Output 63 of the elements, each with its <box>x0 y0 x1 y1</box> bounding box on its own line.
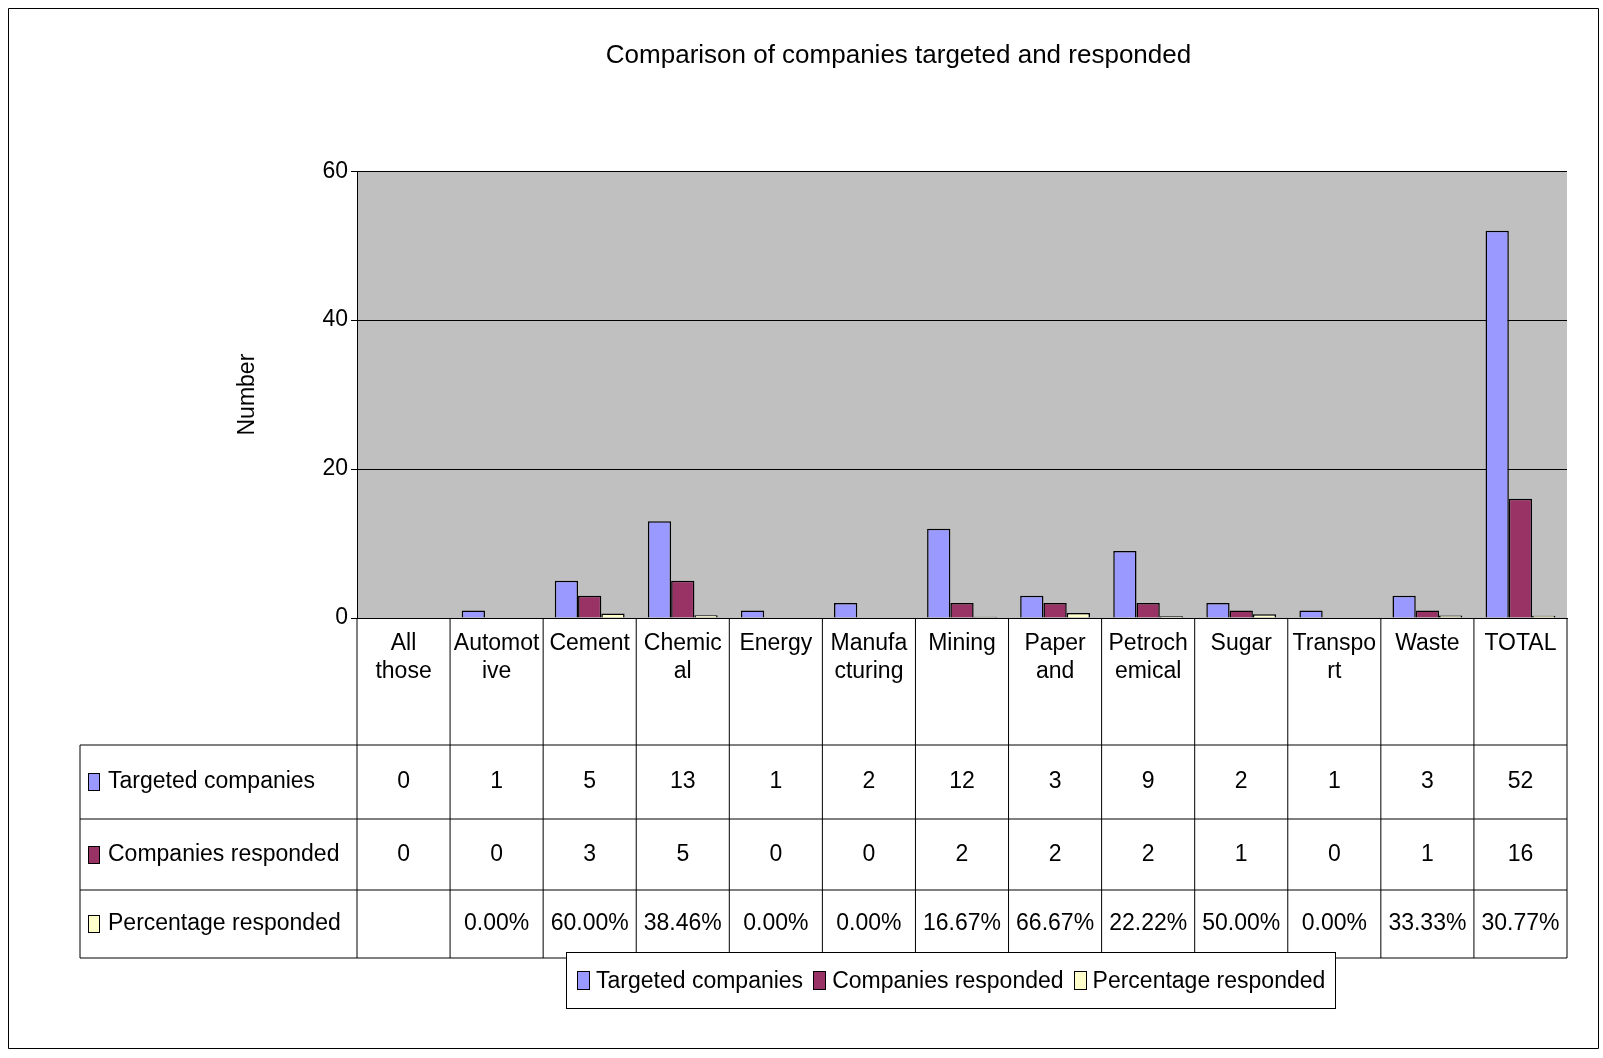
legend-label: Companies responded <box>108 839 340 866</box>
data-label: 0.00% <box>836 909 902 936</box>
data-label: 30.77% <box>1481 909 1560 936</box>
text: Companies responded <box>832 967 1064 993</box>
x-tick-label: Automotive <box>453 629 541 683</box>
y-tick-label: 0 <box>335 603 348 630</box>
data-label: 0.00% <box>464 909 530 936</box>
data-label: 2 <box>1048 839 1062 866</box>
data-label: 38.46% <box>643 909 722 936</box>
data-label: 0 <box>397 839 410 866</box>
data-label: 13 <box>669 767 696 794</box>
x-tick-label: Waste <box>1395 629 1460 656</box>
y-axis-title: Number <box>233 353 260 436</box>
data-label: 1 <box>1327 767 1341 794</box>
data-label: 1 <box>1234 839 1248 866</box>
x-tick-label: Cement <box>549 629 631 656</box>
x-tick-label: Sugar <box>1210 629 1273 656</box>
data-label: 0 <box>397 767 410 794</box>
data-label: 60.00% <box>550 909 629 936</box>
data-label: 0 <box>1327 839 1341 866</box>
data-label: 0 <box>490 839 504 866</box>
data-label: 5 <box>583 767 597 794</box>
data-label: 66.67% <box>1016 909 1095 936</box>
x-tick-label: Chemical <box>643 629 722 683</box>
x-tick-label: Petrochemical <box>1108 629 1188 683</box>
data-label: 2 <box>862 767 876 794</box>
text: Percentage responded <box>108 909 341 936</box>
data-label: 5 <box>676 839 690 866</box>
x-tick-label: All those <box>375 629 432 683</box>
data-label: 2 <box>955 839 969 866</box>
data-label: 1 <box>490 767 504 794</box>
x-tick-label: Transport <box>1292 629 1377 683</box>
x-tick-label: Paper and <box>1024 629 1087 683</box>
data-label: 3 <box>1048 767 1062 794</box>
x-tick-label: TOTAL <box>1484 629 1557 656</box>
data-label: 0 <box>862 839 876 866</box>
data-label: 52 <box>1507 767 1534 794</box>
x-tick-label: Mining <box>928 629 996 656</box>
data-label: 0 <box>769 839 783 866</box>
x-tick-label: Manufacturing <box>830 629 908 683</box>
data-label: 16 <box>1507 839 1534 866</box>
data-label: 2 <box>1234 767 1248 794</box>
data-label: 3 <box>1420 767 1434 794</box>
y-tick-label: 20 <box>322 454 348 481</box>
data-label: 1 <box>1420 839 1434 866</box>
y-tick-label: 60 <box>322 156 348 183</box>
legend-label: Percentage responded <box>1092 967 1326 994</box>
y-tick-label: 40 <box>322 305 348 332</box>
data-label: 9 <box>1141 767 1155 794</box>
data-label: 50.00% <box>1202 909 1281 936</box>
data-label: 22.22% <box>1109 909 1188 936</box>
text: Targeted companies <box>596 967 804 993</box>
data-label: 3 <box>583 839 597 866</box>
chart-title: Comparison of companies targeted and responded <box>605 38 1192 69</box>
data-label: 0.00% <box>743 909 809 936</box>
data-label: 12 <box>949 767 975 794</box>
data-label: 33.33% <box>1388 909 1467 936</box>
data-label: 16.67% <box>922 909 1002 936</box>
data-label: 1 <box>769 767 783 794</box>
data-label: 0.00% <box>1301 909 1367 936</box>
x-tick-label: Energy <box>739 629 813 656</box>
legend-label: Targeted companies <box>108 767 316 794</box>
data-label: 2 <box>1141 839 1155 866</box>
